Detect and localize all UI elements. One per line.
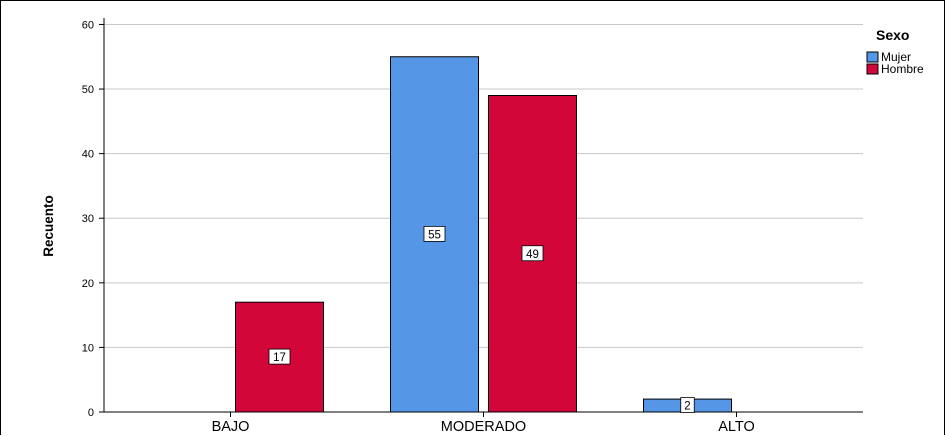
- data-label-mujer-alto: 2: [684, 401, 690, 413]
- legend-swatch-mujer: [866, 51, 879, 63]
- data-labels: 17 55 49 2: [268, 225, 695, 413]
- y-tick-label-20: 20: [82, 278, 94, 290]
- x-tick-label-moderado: MODERADO: [441, 419, 526, 435]
- axes: 0 10 20 30 40 50 60 BAJO MODERADO ALTO: [82, 18, 863, 435]
- legend-swatch-hombre: [866, 63, 879, 75]
- data-label-hombre-bajo: 17: [273, 352, 286, 364]
- data-label-box-hombre-bajo: [268, 348, 291, 365]
- y-tick-label-60: 60: [82, 19, 94, 31]
- gridlines: [104, 23, 863, 348]
- data-label-box-mujer-moderado: [423, 225, 446, 242]
- x-tick-label-bajo: BAJO: [212, 419, 250, 435]
- legend-label-mujer: Mujer: [881, 50, 911, 64]
- y-tick-label-30: 30: [82, 213, 94, 225]
- data-label-box-mujer-alto: [680, 397, 695, 413]
- data-label-hombre-moderado: 49: [526, 249, 539, 261]
- y-tick-label-40: 40: [82, 149, 94, 161]
- bars: [235, 56, 732, 413]
- y-tick-label-10: 10: [82, 342, 94, 354]
- legend-title: Sexo: [876, 27, 909, 43]
- data-label-mujer-moderado: 55: [428, 229, 441, 241]
- legend-label-hombre: Hombre: [881, 62, 924, 76]
- y-tick-label-0: 0: [88, 407, 94, 419]
- data-label-box-hombre-moderado: [521, 245, 544, 262]
- y-tick-label-50: 50: [82, 84, 94, 96]
- y-axis-label: Recuento: [41, 195, 56, 257]
- x-tick-label-alto: ALTO: [718, 419, 755, 435]
